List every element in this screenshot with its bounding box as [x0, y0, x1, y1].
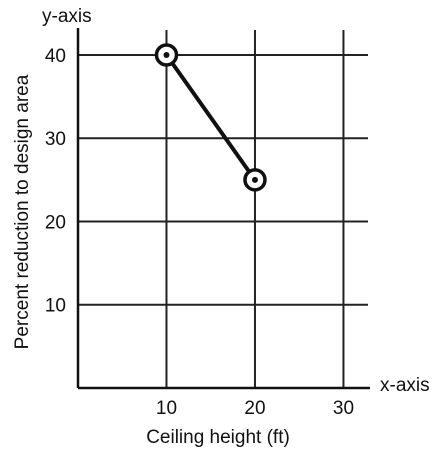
y-axis-title: Percent reduction to design area — [12, 74, 33, 349]
data-point-center-10-40 — [163, 51, 170, 58]
series — [154, 43, 267, 192]
tick-labels: 10 20 30 40 10 20 30 — [45, 46, 354, 419]
y-tick-label-20: 20 — [45, 212, 66, 233]
y-tick-label-10: 10 — [45, 296, 66, 317]
y-axis-name: y-axis — [42, 6, 92, 27]
x-tick-label-20: 20 — [244, 398, 265, 419]
x-tick-label-30: 30 — [333, 398, 354, 419]
x-tick-label-10: 10 — [156, 398, 177, 419]
y-tick-label-40: 40 — [45, 46, 66, 67]
axes — [76, 28, 370, 390]
series-line-segment — [164, 52, 257, 182]
grid — [78, 30, 368, 388]
x-axis-name: x-axis — [380, 375, 430, 396]
y-tick-label-30: 30 — [45, 129, 66, 150]
data-point-center-20-25 — [251, 176, 258, 183]
x-axis-title: Ceiling height (ft) — [146, 427, 290, 448]
